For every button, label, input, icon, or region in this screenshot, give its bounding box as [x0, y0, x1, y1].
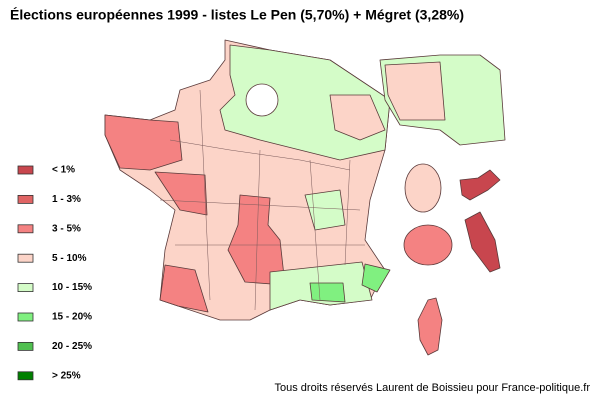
legend-label: > 25% [52, 370, 81, 381]
alsace-lorraine [329, 94, 386, 141]
legend-label: 1 - 3% [52, 194, 81, 205]
legend-label: 10 - 15% [52, 282, 92, 293]
legend-swatch [17, 371, 34, 381]
france-map [104, 39, 391, 321]
legend-swatch [17, 194, 34, 204]
legend-swatch [17, 165, 34, 175]
legend-label: 20 - 25% [52, 341, 92, 352]
insets [379, 54, 506, 356]
credit: Tous droits réservés Laurent de Boissieu… [275, 382, 591, 394]
legend-swatch [17, 283, 34, 293]
legend-swatch [17, 341, 34, 351]
provence [309, 282, 346, 303]
brittany [104, 114, 183, 171]
legend-label: 3 - 5% [52, 223, 81, 234]
legend-label: < 1% [52, 165, 75, 176]
legend-swatch [17, 224, 34, 234]
paris-inset-core [384, 61, 446, 121]
legend-swatch [17, 253, 34, 263]
south-west [159, 264, 209, 313]
island-3 [464, 211, 501, 273]
legend-swatch [17, 312, 34, 322]
centre-east [304, 189, 346, 231]
legend-label: 5 - 10% [52, 253, 87, 264]
island-1 [404, 163, 442, 213]
map-title: Élections européennes 1999 - listes Le P… [10, 7, 464, 23]
corsica [417, 297, 443, 356]
alpes-maritimes [361, 263, 391, 293]
legend-label: 15 - 20% [52, 312, 92, 323]
island-2 [459, 169, 501, 201]
legend: < 1% 1 - 3% 3 - 5% 5 - 10% 10 - 15% 15 - 20% 2… [17, 165, 92, 381]
paris-area [245, 83, 279, 117]
vendee [154, 171, 208, 216]
island-4 [403, 224, 453, 266]
